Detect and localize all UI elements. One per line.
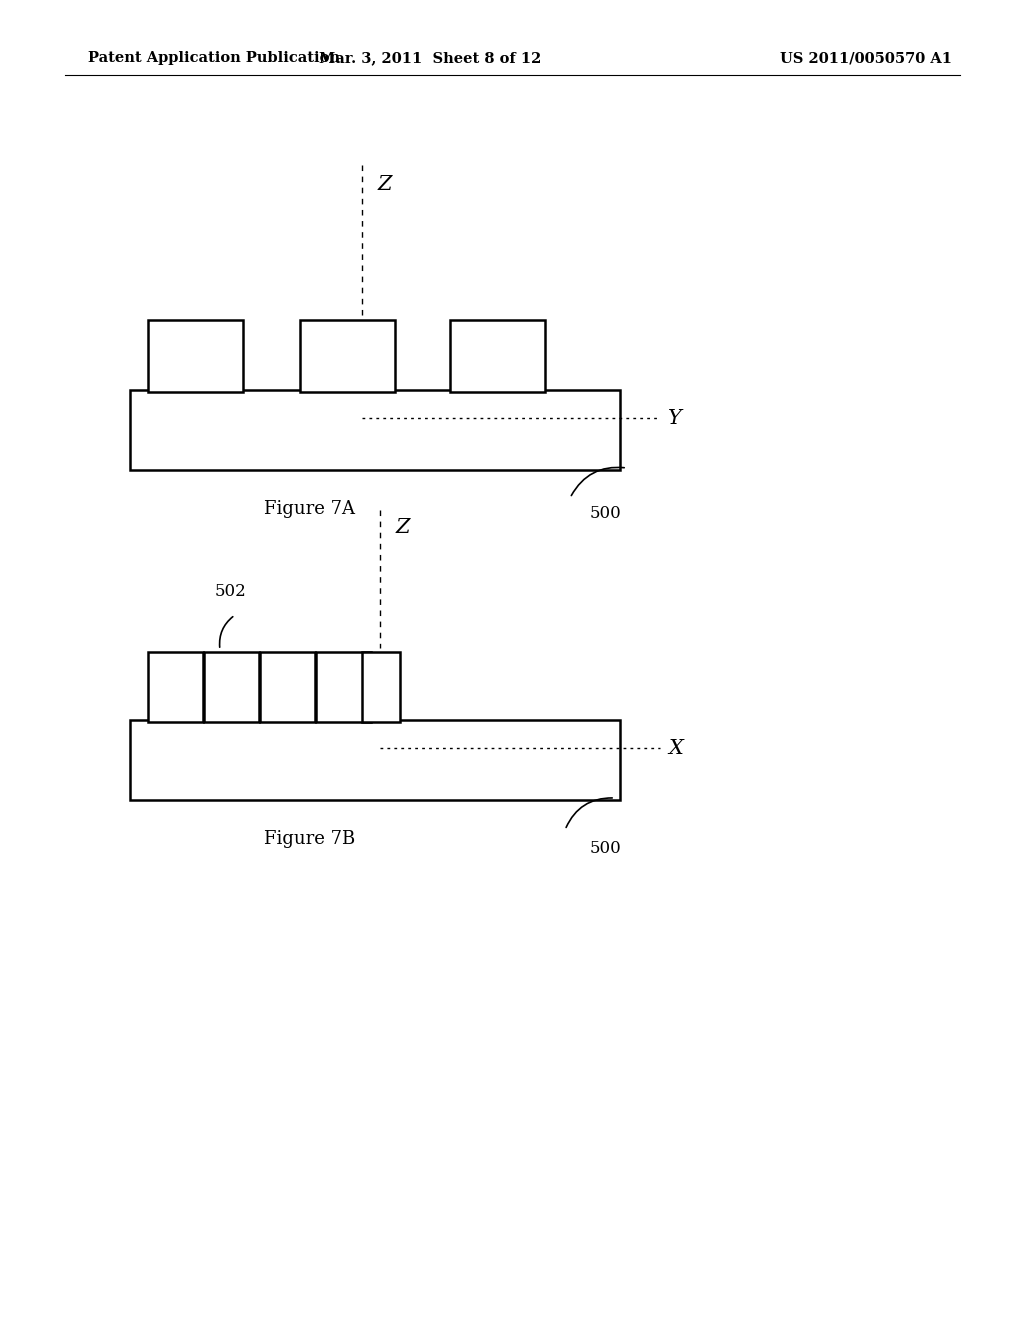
Text: Z: Z [396, 517, 411, 537]
Text: 500: 500 [590, 840, 622, 857]
Bar [148, 319, 243, 392]
Bar [130, 719, 620, 800]
Bar [148, 652, 203, 722]
Bar [316, 652, 371, 722]
Bar [204, 652, 259, 722]
Text: Z: Z [378, 176, 392, 194]
Text: Mar. 3, 2011  Sheet 8 of 12: Mar. 3, 2011 Sheet 8 of 12 [318, 51, 542, 65]
Text: Figure 7B: Figure 7B [264, 830, 355, 847]
Text: 500: 500 [590, 506, 622, 521]
Text: X: X [668, 738, 683, 758]
Bar [130, 389, 620, 470]
Text: Figure 7A: Figure 7A [264, 500, 355, 517]
Text: Y: Y [668, 408, 682, 428]
Bar [362, 652, 400, 722]
Bar [300, 319, 395, 392]
Bar [260, 652, 315, 722]
Text: US 2011/0050570 A1: US 2011/0050570 A1 [780, 51, 952, 65]
Bar [450, 319, 545, 392]
Text: Patent Application Publication: Patent Application Publication [88, 51, 340, 65]
Text: 502: 502 [215, 583, 247, 601]
